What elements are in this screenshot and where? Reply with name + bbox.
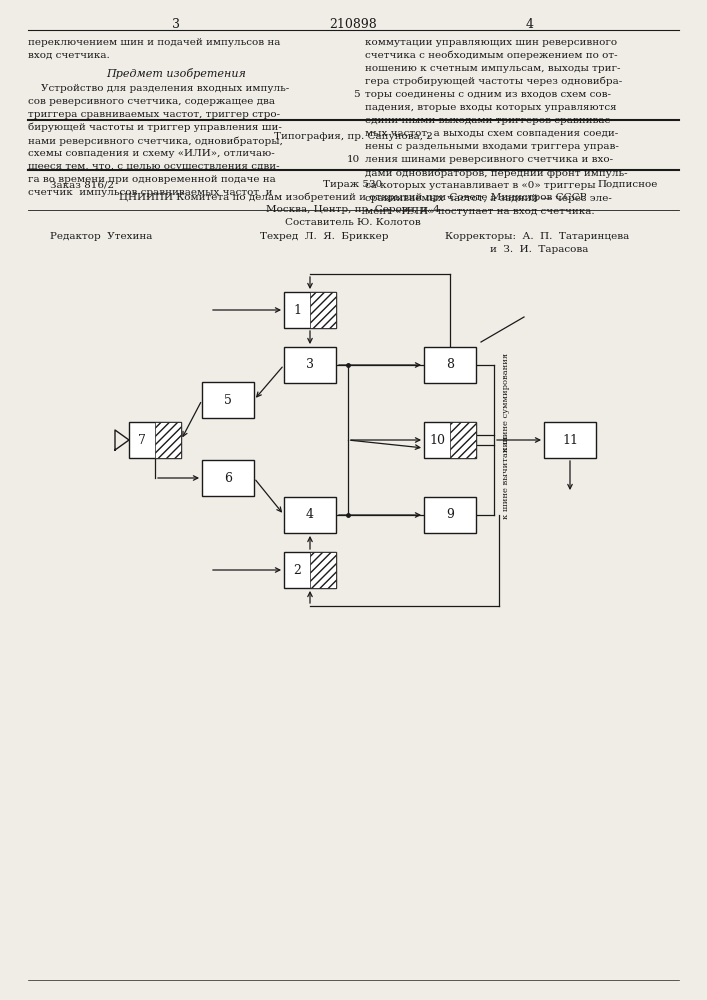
Text: схемы совпадения и схему «ИЛИ», отличаю-: схемы совпадения и схему «ИЛИ», отличаю- (28, 149, 275, 158)
Text: триггера сравниваемых частот, триггер стро-: триггера сравниваемых частот, триггер ст… (28, 110, 280, 119)
Text: мент «ИЛИ» поступает на вход счетчика.: мент «ИЛИ» поступает на вход счетчика. (365, 207, 595, 216)
Text: ношению к счетным импульсам, выходы триг-: ношению к счетным импульсам, выходы триг… (365, 64, 621, 73)
Text: 8: 8 (446, 359, 454, 371)
Text: 6: 6 (224, 472, 232, 485)
Bar (155, 422, 181, 458)
Text: Корректоры:  А.  П.  Татаринцева: Корректоры: А. П. Татаринцева (445, 232, 629, 241)
Text: единичными выходами триггеров сравнивае-: единичными выходами триггеров сравнивае- (365, 116, 614, 125)
Text: сов реверсивного счетчика, содержащее два: сов реверсивного счетчика, содержащее дв… (28, 97, 275, 106)
Text: ЦНИИПИ Комитета по делам изобретений и открытий при Совете Министров СССР: ЦНИИПИ Комитета по делам изобретений и о… (119, 192, 587, 202)
Text: переключением шин и подачей импульсов на: переключением шин и подачей импульсов на (28, 38, 281, 47)
Text: 4: 4 (306, 508, 314, 522)
Text: счетчик  импульсов сравниваемых частот  и: счетчик импульсов сравниваемых частот и (28, 188, 272, 197)
Text: нены с раздельными входами триггера управ-: нены с раздельными входами триггера упра… (365, 142, 619, 151)
Text: вход счетчика.: вход счетчика. (28, 51, 110, 60)
Text: Редактор  Утехина: Редактор Утехина (50, 232, 153, 241)
Text: нами реверсивного счетчика, одновибраторы,: нами реверсивного счетчика, одновибратор… (28, 136, 283, 145)
Text: Заказ 816/2: Заказ 816/2 (50, 180, 114, 189)
Text: Подписное: Подписное (597, 180, 658, 189)
Bar (284, 497, 336, 533)
Bar (284, 552, 336, 588)
Text: мых частот, а выходы схем совпадения соеди-: мых частот, а выходы схем совпадения сое… (365, 129, 618, 138)
Text: Москва, Центр, пр. Серова, д. 4: Москва, Центр, пр. Серова, д. 4 (266, 205, 440, 214)
Text: гера стробирующей частоты через одновибра-: гера стробирующей частоты через одновибр… (365, 77, 622, 87)
Text: бирующей частоты и триггер управления ши-: бирующей частоты и триггер управления ши… (28, 123, 282, 132)
Text: 210898: 210898 (329, 18, 377, 31)
Text: 3: 3 (306, 359, 314, 371)
Text: 1: 1 (293, 304, 301, 316)
Text: щееся тем, что, с целью осуществления сдви-: щееся тем, что, с целью осуществления сд… (28, 162, 280, 171)
Bar (284, 292, 336, 328)
Bar (424, 497, 476, 533)
Bar (424, 347, 476, 383)
Text: сравниваемых частот, а задний — через эле-: сравниваемых частот, а задний — через эл… (365, 194, 612, 203)
Bar (284, 347, 336, 383)
Text: к шине вычитания: к шине вычитания (502, 436, 510, 519)
Text: Составитель Ю. Колотов: Составитель Ю. Колотов (285, 218, 421, 227)
Text: Тираж 530: Тираж 530 (323, 180, 382, 189)
Bar (424, 422, 476, 458)
Text: 2: 2 (293, 564, 301, 576)
Text: Типография, пр. Сапунова, 2: Типография, пр. Сапунова, 2 (274, 132, 433, 141)
Text: Устройство для разделения входных импуль-: Устройство для разделения входных импуль… (28, 84, 289, 93)
Text: и  З.  И.  Тарасова: и З. И. Тарасова (490, 245, 588, 254)
Text: счетчика с необходимым опережением по от-: счетчика с необходимым опережением по от… (365, 51, 618, 60)
Text: 9: 9 (446, 508, 454, 522)
Bar (202, 460, 254, 496)
Text: 7: 7 (138, 434, 146, 446)
Text: к шине суммирования: к шине суммирования (502, 353, 510, 452)
Text: га во времени при одновременной подаче на: га во времени при одновременной подаче н… (28, 175, 276, 184)
Bar (310, 292, 336, 328)
Text: 3: 3 (172, 18, 180, 31)
Text: Предмет изобретения: Предмет изобретения (106, 68, 246, 79)
Text: 4: 4 (526, 18, 534, 31)
Bar (202, 382, 254, 418)
Text: 10: 10 (346, 155, 360, 164)
Text: дами одновибраторов, передний фронт импуль-: дами одновибраторов, передний фронт импу… (365, 168, 628, 178)
Text: 10: 10 (429, 434, 445, 446)
Text: са которых устанавливает в «0» триггеры: са которых устанавливает в «0» триггеры (365, 181, 595, 190)
Text: 11: 11 (562, 434, 578, 446)
Text: коммутации управляющих шин реверсивного: коммутации управляющих шин реверсивного (365, 38, 617, 47)
Text: 5: 5 (224, 393, 232, 406)
Text: Техред  Л.  Я.  Бриккер: Техред Л. Я. Бриккер (260, 232, 389, 241)
Bar (129, 422, 181, 458)
Bar (544, 422, 596, 458)
Text: 5: 5 (354, 90, 360, 99)
Text: ления шинами реверсивного счетчика и вхо-: ления шинами реверсивного счетчика и вхо… (365, 155, 613, 164)
Bar (310, 552, 336, 588)
Bar (450, 422, 476, 458)
Text: падения, вторые входы которых управляются: падения, вторые входы которых управляютс… (365, 103, 617, 112)
Text: торы соединены с одним из входов схем сов-: торы соединены с одним из входов схем со… (365, 90, 611, 99)
